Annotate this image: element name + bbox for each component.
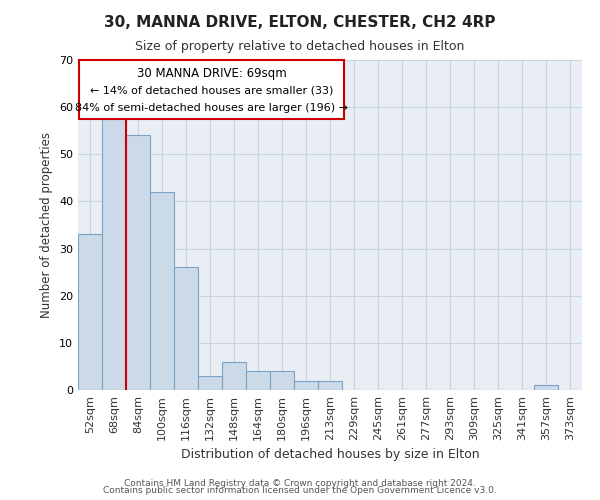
Bar xyxy=(126,136,150,390)
Bar xyxy=(270,371,294,390)
Bar xyxy=(198,376,222,390)
Bar xyxy=(174,268,198,390)
Bar xyxy=(222,362,246,390)
Bar xyxy=(78,234,102,390)
Bar xyxy=(534,386,558,390)
Bar xyxy=(246,371,270,390)
Text: Contains HM Land Registry data © Crown copyright and database right 2024.: Contains HM Land Registry data © Crown c… xyxy=(124,478,476,488)
Text: 30 MANNA DRIVE: 69sqm: 30 MANNA DRIVE: 69sqm xyxy=(137,66,287,80)
FancyBboxPatch shape xyxy=(79,60,344,119)
Bar xyxy=(318,380,342,390)
Bar xyxy=(150,192,174,390)
Text: 84% of semi-detached houses are larger (196) →: 84% of semi-detached houses are larger (… xyxy=(76,103,348,113)
X-axis label: Distribution of detached houses by size in Elton: Distribution of detached houses by size … xyxy=(181,448,479,462)
Text: 30, MANNA DRIVE, ELTON, CHESTER, CH2 4RP: 30, MANNA DRIVE, ELTON, CHESTER, CH2 4RP xyxy=(104,15,496,30)
Bar xyxy=(102,116,126,390)
Text: Contains public sector information licensed under the Open Government Licence v3: Contains public sector information licen… xyxy=(103,486,497,495)
Text: Size of property relative to detached houses in Elton: Size of property relative to detached ho… xyxy=(136,40,464,53)
Bar xyxy=(294,380,318,390)
Text: ← 14% of detached houses are smaller (33): ← 14% of detached houses are smaller (33… xyxy=(90,86,334,96)
Y-axis label: Number of detached properties: Number of detached properties xyxy=(40,132,53,318)
